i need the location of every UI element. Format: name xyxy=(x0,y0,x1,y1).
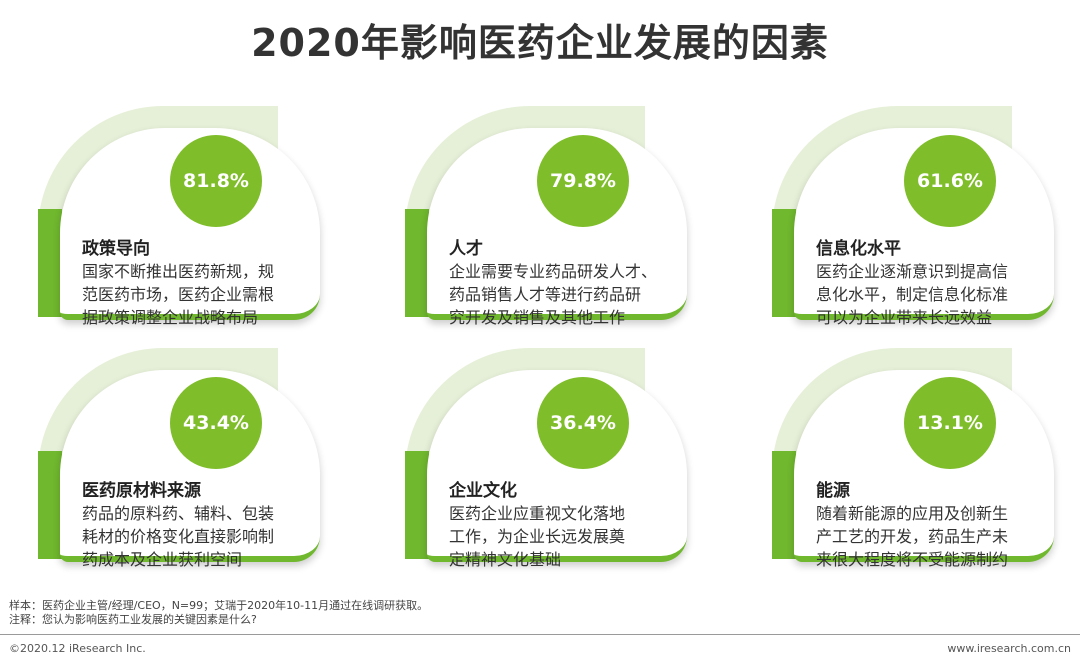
card-description: 企业需要专业药品研发人才、 药品销售人才等进行药品研 究开发及销售及其他工作 xyxy=(449,260,681,329)
percent-badge: 13.1% xyxy=(904,377,996,469)
card-title: 人才 xyxy=(449,239,483,259)
percent-badge: 43.4% xyxy=(170,377,262,469)
question-note: 注释：您认为影响医药工业发展的关键因素是什么? xyxy=(9,613,257,626)
card-panel: 81.8% 政策导向 国家不断推出医药新规，规 范医药市场，医药企业需根 据政策… xyxy=(60,128,320,327)
description-line: 据政策调整企业战略布局 xyxy=(82,308,259,327)
card-title: 能源 xyxy=(816,481,850,501)
description-line: 范医药市场，医药企业需根 xyxy=(82,285,275,304)
card-accent-bar xyxy=(405,451,429,559)
sample-note: 样本：医药企业主管/经理/CEO，N=99；艾瑞于2020年10-11月通过在线… xyxy=(9,599,429,612)
factor-card-policy: 81.8% 政策导向 国家不断推出医药新规，规 范医药市场，医药企业需根 据政策… xyxy=(38,106,328,327)
card-accent-bar xyxy=(405,209,429,317)
website-link[interactable]: www.iresearch.com.cn xyxy=(947,642,1071,655)
card-description: 国家不断推出医药新规，规 范医药市场，医药企业需根 据政策调整企业战略布局 xyxy=(82,260,314,329)
card-title: 企业文化 xyxy=(449,481,517,501)
percent-badge: 36.4% xyxy=(537,377,629,469)
percent-badge: 81.8% xyxy=(170,135,262,227)
description-line: 医药企业逐渐意识到提高信 xyxy=(816,262,1009,281)
factor-card-raw-materials: 43.4% 医药原材料来源 药品的原料药、辅料、包装 耗材的价格变化直接影响制 … xyxy=(38,348,328,569)
description-line: 产工艺的开发，药品生产未 xyxy=(816,527,1009,546)
percent-badge: 61.6% xyxy=(904,135,996,227)
source-notes: 样本：医药企业主管/经理/CEO，N=99；艾瑞于2020年10-11月通过在线… xyxy=(9,599,428,627)
description-line: 药品的原料药、辅料、包装 xyxy=(82,504,275,523)
description-line: 随着新能源的应用及创新生 xyxy=(816,504,1009,523)
description-line: 耗材的价格变化直接影响制 xyxy=(82,527,275,546)
card-accent-bar xyxy=(772,451,796,559)
factor-card-informatization: 61.6% 信息化水平 医药企业逐渐意识到提高信 息化水平，制定信息化标准 可以… xyxy=(772,106,1062,327)
description-line: 医药企业应重视文化落地 xyxy=(449,504,626,523)
description-line: 国家不断推出医药新规，规 xyxy=(82,262,275,281)
description-line: 究开发及销售及其他工作 xyxy=(449,308,626,327)
card-description: 医药企业应重视文化落地 工作，为企业长远发展奠 定精神文化基础 xyxy=(449,502,681,571)
description-line: 定精神文化基础 xyxy=(449,550,562,569)
description-line: 企业需要专业药品研发人才、 xyxy=(449,262,658,281)
description-line: 可以为企业带来长远效益 xyxy=(816,308,993,327)
card-title: 信息化水平 xyxy=(816,239,901,259)
card-title: 医药原材料来源 xyxy=(82,481,201,501)
card-description: 医药企业逐渐意识到提高信 息化水平，制定信息化标准 可以为企业带来长远效益 xyxy=(816,260,1048,329)
card-panel: 13.1% 能源 随着新能源的应用及创新生 产工艺的开发，药品生产未 来很大程度… xyxy=(794,370,1054,569)
percent-badge: 79.8% xyxy=(537,135,629,227)
factor-card-energy: 13.1% 能源 随着新能源的应用及创新生 产工艺的开发，药品生产未 来很大程度… xyxy=(772,348,1062,569)
card-panel: 36.4% 企业文化 医药企业应重视文化落地 工作，为企业长远发展奠 定精神文化… xyxy=(427,370,687,569)
card-description: 药品的原料药、辅料、包装 耗材的价格变化直接影响制 药成本及企业获利空间 xyxy=(82,502,314,571)
description-line: 工作，为企业长远发展奠 xyxy=(449,527,626,546)
description-line: 来很大程度将不受能源制约 xyxy=(816,550,1009,569)
footer-divider xyxy=(0,634,1080,635)
card-accent-bar xyxy=(38,451,62,559)
factor-card-culture: 36.4% 企业文化 医药企业应重视文化落地 工作，为企业长远发展奠 定精神文化… xyxy=(405,348,695,569)
copyright-text: ©2020.12 iResearch Inc. xyxy=(9,642,146,655)
card-panel: 43.4% 医药原材料来源 药品的原料药、辅料、包装 耗材的价格变化直接影响制 … xyxy=(60,370,320,569)
description-line: 息化水平，制定信息化标准 xyxy=(816,285,1009,304)
card-panel: 79.8% 人才 企业需要专业药品研发人才、 药品销售人才等进行药品研 究开发及… xyxy=(427,128,687,327)
description-line: 药品销售人才等进行药品研 xyxy=(449,285,642,304)
page-title: 2020年影响医药企业发展的因素 xyxy=(251,21,829,65)
card-panel: 61.6% 信息化水平 医药企业逐渐意识到提高信 息化水平，制定信息化标准 可以… xyxy=(794,128,1054,327)
card-accent-bar xyxy=(38,209,62,317)
description-line: 药成本及企业获利空间 xyxy=(82,550,243,569)
factor-card-talent: 79.8% 人才 企业需要专业药品研发人才、 药品销售人才等进行药品研 究开发及… xyxy=(405,106,695,327)
card-title: 政策导向 xyxy=(82,239,150,259)
card-accent-bar xyxy=(772,209,796,317)
card-description: 随着新能源的应用及创新生 产工艺的开发，药品生产未 来很大程度将不受能源制约 xyxy=(816,502,1048,571)
